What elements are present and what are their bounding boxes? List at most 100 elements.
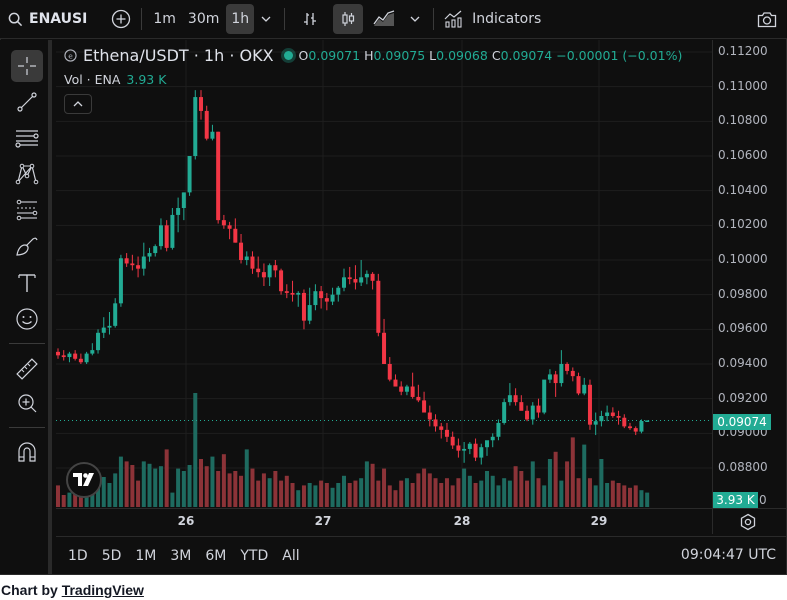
high-value: 0.09075 xyxy=(373,48,426,63)
toolbar-divider xyxy=(141,8,143,30)
pattern-icon xyxy=(15,162,39,186)
text-tool[interactable] xyxy=(11,267,43,299)
volume-zero-label: 0 xyxy=(759,493,767,507)
open-label: O xyxy=(298,48,309,63)
price-label: 0.11200 xyxy=(718,44,768,58)
price-label: 0.10800 xyxy=(718,113,768,128)
indicators-icon xyxy=(444,10,464,28)
indicators-label: Indicators xyxy=(472,11,542,27)
range-6m[interactable]: 6M xyxy=(205,547,227,564)
pattern-tool[interactable] xyxy=(11,158,43,190)
timeframe-1h[interactable]: 1h xyxy=(226,4,255,34)
top-toolbar: ENAUSI 1m 30m 1h Ind xyxy=(0,0,787,39)
trend-line-icon xyxy=(16,91,38,113)
chevron-down-icon xyxy=(261,16,271,22)
zoom-in-icon xyxy=(16,392,38,414)
time-label-28: 28 xyxy=(453,514,471,528)
range-1d[interactable]: 1D xyxy=(68,547,88,564)
price-label: 0.09600 xyxy=(718,321,768,336)
area-chart-icon xyxy=(373,10,395,28)
current-price-tag: 0.09074 xyxy=(713,414,771,430)
range-all[interactable]: All xyxy=(282,547,300,564)
range-1m[interactable]: 1M xyxy=(135,547,157,564)
indicators-button[interactable]: Indicators xyxy=(444,4,541,34)
bar-chart-type-button[interactable] xyxy=(295,4,325,34)
snapshot-button[interactable] xyxy=(754,4,780,34)
tradingview-logo-icon xyxy=(73,473,95,487)
credit-prefix: Chart by xyxy=(1,582,62,598)
timeframe-dropdown[interactable] xyxy=(254,4,278,34)
camera-icon xyxy=(757,11,777,28)
collapse-legend-button[interactable] xyxy=(64,94,92,114)
chart-credit: Chart by TradingView xyxy=(1,582,144,598)
chart-type-dropdown[interactable] xyxy=(403,4,427,34)
brush-icon xyxy=(15,235,39,257)
price-label: 0.09800 xyxy=(718,286,768,301)
price-chart[interactable] xyxy=(56,40,787,534)
timeframe-30m[interactable]: 30m xyxy=(187,11,220,27)
area-chart-type-button[interactable] xyxy=(369,4,399,34)
tradingview-logo[interactable] xyxy=(66,462,102,498)
symbol-name[interactable]: ENAUSI xyxy=(29,11,88,27)
measure-tool[interactable] xyxy=(11,353,43,385)
toolbar-divider xyxy=(433,8,435,30)
fib-retracement-icon xyxy=(15,198,39,222)
high-label: H xyxy=(364,48,374,63)
low-label: L xyxy=(429,48,437,63)
volume-legend: Vol · ENA 3.93 K xyxy=(64,72,166,87)
price-label: 0.09400 xyxy=(718,355,768,370)
range-ytd[interactable]: YTD xyxy=(240,547,269,564)
chart-settings-button[interactable] xyxy=(739,513,757,531)
low-value: 0.09068 xyxy=(436,48,488,63)
search-icon xyxy=(8,12,23,27)
price-label: 0.08800 xyxy=(718,459,768,474)
candles-chart-type-button[interactable] xyxy=(333,4,364,34)
text-icon xyxy=(17,272,37,294)
smiley-icon xyxy=(15,307,39,331)
range-3m[interactable]: 3M xyxy=(170,547,192,564)
price-label: 0.10600 xyxy=(718,147,768,162)
change-value: −0.00001 (−0.01%) xyxy=(556,48,683,63)
bottom-toolbar: 1D 5D 1M 3M 6M YTD All 09:04:47 UTC xyxy=(56,536,786,574)
time-label-26: 26 xyxy=(177,514,195,528)
tradingview-link[interactable]: TradingView xyxy=(61,582,144,598)
toolbar-divider xyxy=(284,8,286,30)
crosshair-tool[interactable] xyxy=(11,50,43,82)
volume-value: 3.93 K xyxy=(126,72,167,87)
bars-icon xyxy=(301,10,319,28)
market-status-dot xyxy=(283,51,293,60)
time-label-29: 29 xyxy=(590,514,608,528)
chart-legend: e Ethena/USDT · 1h · OKX O0.09071 H0.090… xyxy=(64,46,682,65)
chevron-down-icon xyxy=(410,16,420,22)
close-value: 0.09074 xyxy=(500,48,553,63)
horizontal-lines-icon xyxy=(15,127,39,149)
compare-symbol-button[interactable] xyxy=(107,4,135,34)
sidebar-divider xyxy=(9,343,45,344)
sidebar-divider xyxy=(9,427,45,428)
horizontal-lines-tool[interactable] xyxy=(11,122,43,154)
drawing-tools-sidebar xyxy=(0,40,52,574)
symbol-search[interactable]: ENAUSI xyxy=(8,4,87,34)
symbol-title[interactable]: Ethena/USDT · 1h · OKX xyxy=(83,46,274,65)
price-label: 0.11000 xyxy=(718,78,768,93)
zoom-in-tool[interactable] xyxy=(11,387,43,419)
close-label: C xyxy=(491,48,501,63)
emoji-tool[interactable] xyxy=(11,303,43,335)
trend-line-tool[interactable] xyxy=(11,86,43,118)
price-label: 0.10000 xyxy=(718,251,768,266)
open-value: 0.09071 xyxy=(308,48,361,63)
range-5d[interactable]: 5D xyxy=(101,547,122,564)
magnet-tool[interactable] xyxy=(11,436,43,468)
timeframe-1m[interactable]: 1m xyxy=(153,11,176,27)
volume-label[interactable]: Vol · ENA xyxy=(64,72,121,87)
crosshair-icon xyxy=(16,55,38,77)
price-label: 0.10200 xyxy=(718,217,768,232)
brush-tool[interactable] xyxy=(11,230,43,262)
time-label-27: 27 xyxy=(314,514,332,528)
chevron-up-icon xyxy=(73,101,83,107)
ohlc-values: O0.09071 H0.09075 L0.09068 C0.09074 −0.0… xyxy=(299,48,683,63)
fib-retracement-tool[interactable] xyxy=(11,194,43,226)
plus-circle-icon xyxy=(111,9,131,29)
utc-clock[interactable]: 09:04:47 UTC xyxy=(680,547,776,563)
ruler-icon xyxy=(15,357,39,381)
